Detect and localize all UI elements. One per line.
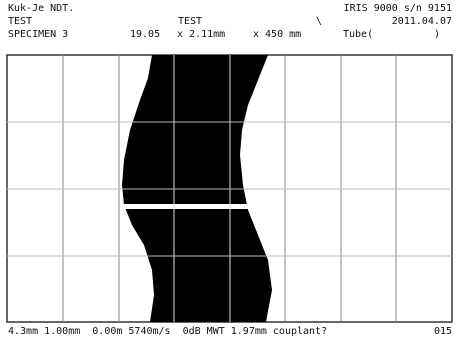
diameter: 19.05 [130, 29, 160, 40]
length: x 450 mm [253, 29, 301, 40]
instrument: IRIS 9000 s/n 9151 [344, 3, 452, 14]
test-label-2: TEST [178, 16, 202, 27]
specimen: SPECIMEN 3 [8, 29, 68, 40]
tube-close: ) [434, 29, 440, 40]
iris-screen: Kuk-Je NDT. IRIS 9000 s/n 9151 TEST TEST… [0, 0, 456, 343]
tube-label: Tube( [343, 29, 373, 40]
date: 2011.04.07 [392, 16, 452, 27]
readout: 4.3mm 1.00mm 0.00m 5740m/s 0dB MWT 1.97m… [8, 326, 327, 337]
thickness: x 2.11mm [177, 29, 225, 40]
scan-area [7, 55, 452, 322]
separator: \ [316, 16, 322, 27]
company: Kuk-Je NDT. [8, 3, 74, 14]
code: 015 [434, 326, 452, 337]
test-label: TEST [8, 16, 32, 27]
